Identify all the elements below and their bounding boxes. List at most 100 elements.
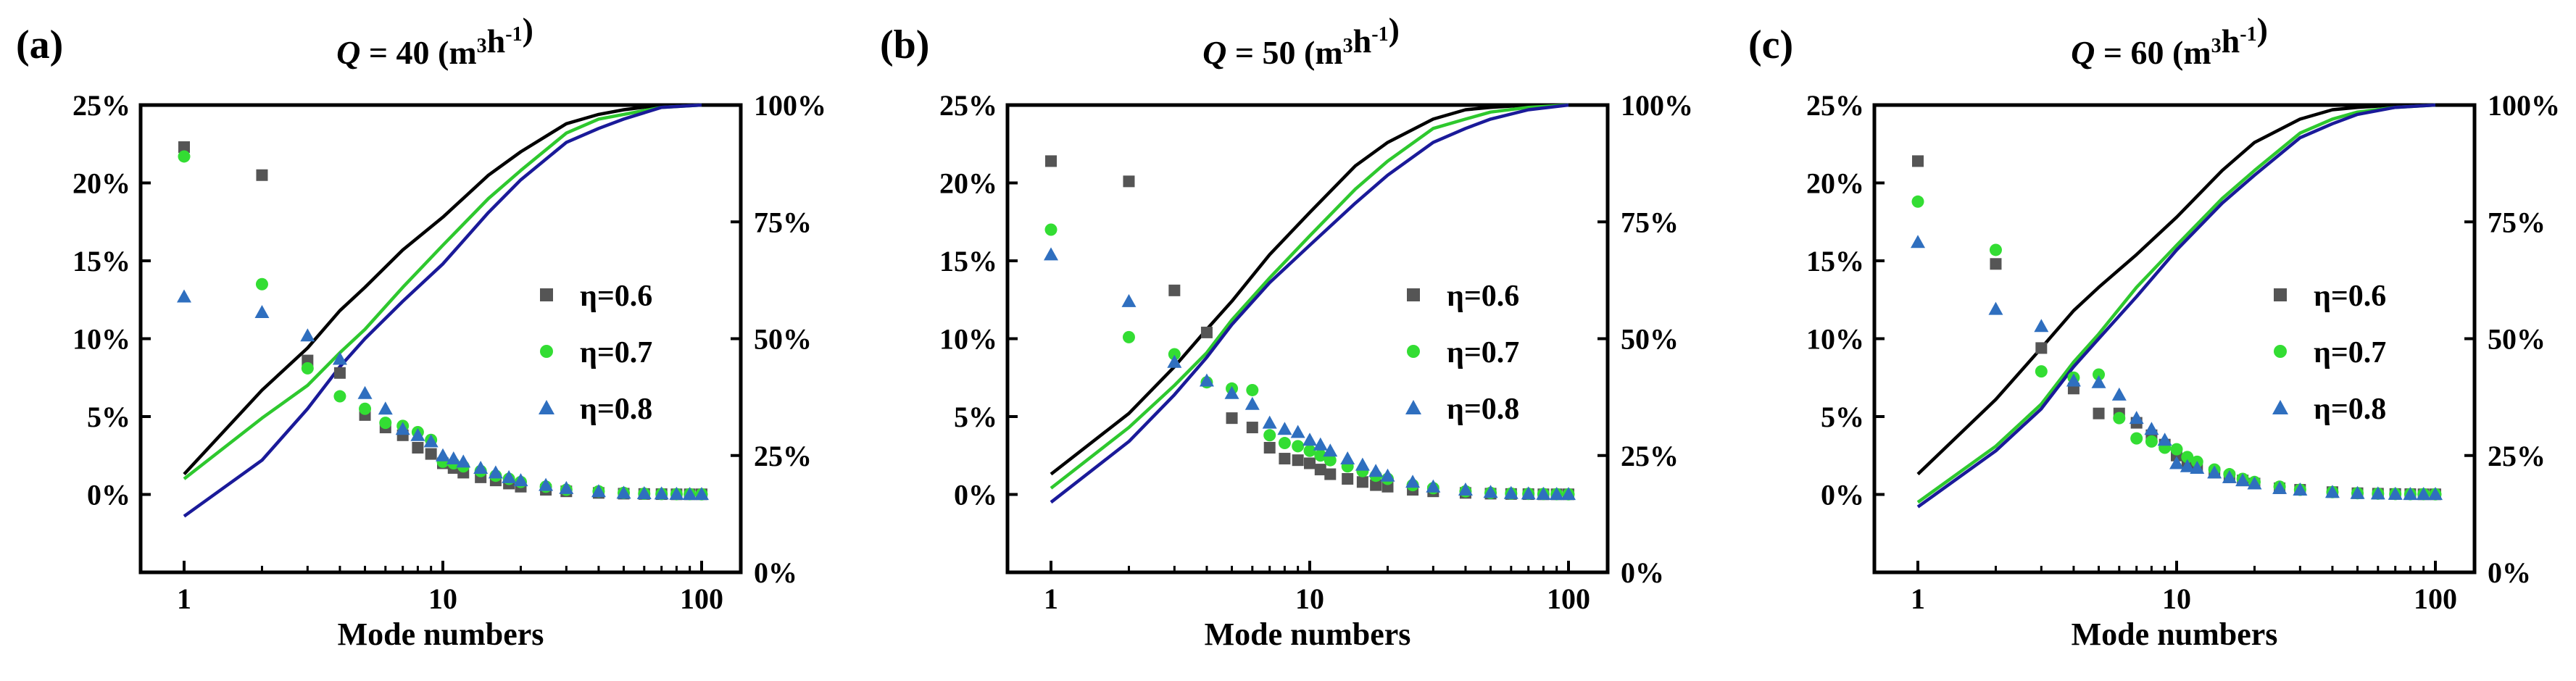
y-right-tick-label: 25% [2488, 440, 2546, 472]
legend-marker-eta08 [539, 400, 554, 414]
point-eta06 [256, 169, 268, 181]
point-eta06 [1168, 284, 1181, 296]
point-eta07 [2130, 432, 2143, 445]
y-right-tick-label: 75% [754, 206, 812, 238]
point-eta07 [255, 277, 268, 291]
cumulative-line-cum08 [183, 103, 702, 518]
legend-label: η=0.8 [2314, 393, 2386, 426]
y-right-tick-label: 50% [2488, 323, 2546, 356]
point-eta08 [254, 304, 270, 318]
x-tick-label: 10 [428, 582, 457, 615]
y-left-tick-label: 10% [939, 323, 997, 356]
point-eta06 [1342, 473, 1354, 485]
point-eta08 [502, 469, 517, 483]
point-eta08 [2247, 476, 2262, 490]
cumulative-line-cum06 [1916, 103, 2435, 476]
point-eta07 [379, 417, 392, 430]
point-eta08 [1355, 457, 1370, 471]
point-eta08 [488, 465, 503, 479]
legend-marker-eta06 [2274, 288, 2287, 301]
x-tick-label: 100 [680, 582, 723, 615]
point-eta08 [1368, 464, 1384, 477]
point-eta07 [2093, 368, 2106, 381]
point-eta08 [1561, 487, 1576, 501]
point-eta08 [2222, 469, 2237, 483]
y-left-tick-label: 5% [87, 401, 130, 433]
point-eta07 [1324, 454, 1337, 467]
panel-label: (c) [1748, 22, 1793, 67]
y-left-tick-label: 5% [1821, 401, 1864, 433]
point-eta06 [1292, 454, 1304, 467]
cumulative-line-cum07 [1916, 103, 2436, 504]
point-eta08 [1121, 293, 1137, 307]
legend-label: η=0.6 [580, 280, 652, 313]
point-eta08 [1483, 485, 1498, 498]
point-eta08 [2129, 411, 2144, 425]
legend-marker-eta06 [540, 288, 553, 301]
point-eta08 [513, 473, 528, 487]
point-eta08 [636, 485, 652, 499]
y-right-tick-label: 50% [754, 323, 812, 356]
y-right-tick-label: 100% [754, 89, 826, 122]
point-eta06 [412, 442, 424, 454]
point-eta07 [1911, 195, 1924, 208]
point-eta08 [2034, 319, 2049, 333]
point-eta07 [1314, 449, 1327, 462]
legend-marker-eta07 [1407, 345, 1420, 358]
y-left-tick-label: 15% [939, 245, 997, 277]
y-left-tick-label: 10% [1806, 323, 1864, 356]
point-eta06 [178, 141, 190, 154]
point-eta08 [694, 487, 709, 501]
x-tick-label: 100 [1547, 582, 1590, 615]
legend-label: η=0.8 [580, 393, 652, 426]
point-eta08 [1167, 354, 1182, 368]
point-eta06 [1200, 326, 1213, 338]
point-eta07 [178, 150, 191, 163]
point-eta08 [2180, 459, 2195, 472]
point-eta06 [1263, 442, 1276, 454]
y-right-tick-label: 100% [2488, 89, 2560, 122]
x-tick-label: 1 [1911, 582, 1925, 615]
point-eta08 [1277, 422, 1292, 435]
point-eta08 [669, 486, 684, 500]
point-eta08 [2428, 487, 2443, 501]
point-eta08 [1458, 482, 1473, 496]
point-eta07 [1246, 383, 1259, 396]
legend-marker-eta08 [2272, 400, 2288, 414]
cumulative-line-cum07 [1050, 103, 1569, 490]
point-eta07 [333, 390, 346, 403]
panel-c: 0% 5% 10% 15% 20% 25% 0% 25% 50% 75% 100% 1 10 100 Mod… [1748, 11, 2560, 652]
point-eta08 [654, 486, 669, 500]
point-eta08 [423, 434, 439, 448]
y-left-tick-label: 15% [1806, 245, 1864, 277]
point-eta07 [1168, 348, 1181, 361]
point-eta06 [1123, 175, 1135, 188]
y-left-tick-label: 25% [1806, 89, 1864, 122]
point-eta08 [410, 427, 425, 441]
point-eta08 [300, 328, 315, 342]
legend-label: η=0.8 [1447, 393, 1519, 426]
point-eta08 [1044, 247, 1058, 261]
y-right-tick-label: 100% [1621, 89, 1693, 122]
y-left-tick-label: 0% [87, 479, 130, 511]
panel-label: (b) [880, 22, 929, 67]
panel-label: (a) [16, 22, 63, 67]
point-eta08 [1224, 385, 1239, 399]
point-eta08 [1323, 443, 1338, 457]
point-eta06 [333, 367, 346, 379]
y-left-tick-label: 0% [954, 479, 997, 511]
y-left-tick-label: 25% [72, 89, 130, 122]
point-eta08 [2324, 485, 2340, 498]
point-eta08 [539, 477, 554, 491]
y-left-tick-label: 20% [1806, 167, 1864, 200]
y-right-tick-label: 0% [1621, 556, 1664, 589]
point-eta07 [1122, 330, 1135, 343]
point-eta08 [2370, 486, 2385, 500]
point-eta07 [1292, 440, 1305, 453]
x-axis-label: Mode numbers [2072, 617, 2278, 652]
legend-label: η=0.7 [2314, 336, 2386, 369]
point-eta08 [1536, 486, 1551, 500]
point-eta06 [1246, 422, 1258, 434]
point-eta08 [559, 480, 574, 494]
point-eta07 [2113, 411, 2126, 425]
